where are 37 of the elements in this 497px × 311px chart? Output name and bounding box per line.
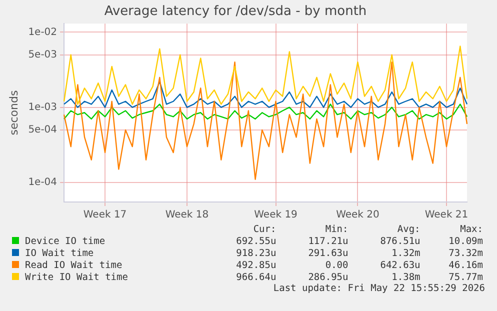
text: 642.63u <box>379 260 422 272</box>
y-tick-label: 5e-04 <box>28 124 58 136</box>
text: 117.21u <box>307 236 350 248</box>
legend-label: Device IO time <box>24 236 106 248</box>
text: 286.95u <box>307 272 350 284</box>
text: 1.38m <box>390 272 422 284</box>
text: Last update: Fri May 22 15:55:29 2026 <box>273 283 485 294</box>
x-tick-label: Week 20 <box>336 210 380 221</box>
x-tick-label: Week 18 <box>165 210 209 221</box>
text: 46.16m <box>448 260 484 272</box>
text: 10.09m <box>448 236 484 248</box>
x-tick-label: Week 17 <box>83 210 127 221</box>
x-tick-label: Week 19 <box>254 210 298 221</box>
y-tick-label: 1e-02 <box>28 26 58 38</box>
text: 692.55u <box>235 236 278 248</box>
y-tick-label: 1e-04 <box>28 177 58 188</box>
legend-label: Read IO Wait time <box>24 260 124 272</box>
text: Min: <box>324 224 350 236</box>
text: Avg: <box>396 224 422 236</box>
legend-label: IO Wait time <box>24 248 95 260</box>
legend-label: Write IO Wait time <box>24 272 129 284</box>
y-axis-title: seconds <box>7 90 20 136</box>
chart-title: Average latency for /dev/sda - by month <box>104 4 367 20</box>
y-tick-label: 5e-03 <box>28 49 58 60</box>
text: 75.77m <box>448 272 484 284</box>
text: 918.23u <box>235 248 278 260</box>
text: 966.64u <box>235 272 278 284</box>
text: Cur: <box>252 224 278 236</box>
text: 0.00 <box>324 260 350 272</box>
x-tick-label: Week 21 <box>424 210 468 221</box>
y-tick-label: 1e-03 <box>28 102 58 113</box>
text: 876.51u <box>379 236 422 248</box>
text: 73.32m <box>448 248 484 260</box>
text: Max: <box>459 224 484 236</box>
text: 492.85u <box>235 260 278 272</box>
text: 291.63u <box>307 248 350 260</box>
text: 1.32m <box>390 248 422 260</box>
